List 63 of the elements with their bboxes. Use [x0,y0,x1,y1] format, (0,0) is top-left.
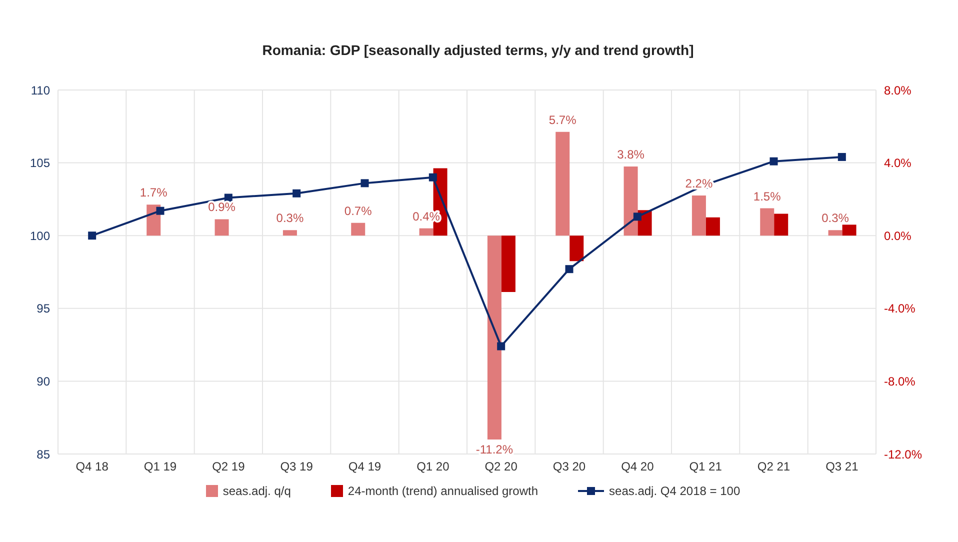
bar [487,236,502,440]
y2-tick-label: -8.0% [884,374,916,388]
point [292,189,301,198]
x-tick-label: Q2 19 [212,460,246,474]
x-tick-label: Q4 19 [348,460,382,474]
bar [556,132,570,236]
chart-title: Romania: GDP [seasonally adjusted terms, y/y and trend growth] [261,41,695,60]
point [497,342,506,350]
bar [501,236,516,292]
x-tick-label: Q3 21 [826,460,859,474]
point [88,232,96,240]
bar [760,208,774,236]
data-label: 5.7% [548,112,577,127]
y2-tick-label: 8.0% [884,83,912,98]
x-tick-label: Q2 20 [484,460,518,474]
data-label: 0.9% [208,200,236,214]
y2-tick-label: 0.0% [884,228,912,243]
y-tick-label: 100 [30,228,50,243]
legend-label: seas.adj. q/q [222,484,291,498]
point [565,265,574,274]
y-tick-label: 95 [36,302,50,316]
x-tick-label: Q3 20 [552,460,586,474]
legend-label: seas.adj. Q4 2018 = 100 [609,484,740,498]
bar [351,222,366,236]
data-label: 3.8% [617,147,645,162]
data-label: 0.7% [344,204,372,218]
data-label: 1.7% [140,186,168,200]
y-tick-label: 85 [36,447,50,462]
point [224,194,232,202]
bar [828,230,842,236]
y-tick-label: 110 [30,83,50,98]
data-label: -11.2% [476,442,514,456]
bar [774,214,788,236]
x-tick-label: Q1 20 [416,460,450,474]
bar [706,217,720,236]
y2-tick-label: 4.0% [884,156,912,170]
x-tick-label: Q1 19 [144,460,177,474]
bar [419,228,434,236]
x-tick-label: Q4 20 [621,460,654,474]
point [428,173,437,182]
x-tick-label: Q4 18 [76,460,109,474]
y2-tick-label: -12.0% [884,447,922,462]
y-tick-label: 90 [36,374,50,388]
legend-label: 24-month (trend) annualised growth [348,484,538,498]
point [156,206,164,215]
data-label: 0.3% [822,211,850,226]
data-label: 0.3% [276,211,304,226]
bar [842,224,856,236]
bar [570,236,584,262]
bar [282,230,297,236]
x-tick-label: Q2 21 [757,460,790,474]
x-tick-label: Q1 21 [689,460,722,474]
bar [624,166,638,236]
point [633,212,642,221]
point [360,179,369,188]
bar [214,219,229,236]
point [838,152,846,161]
y2-tick-label: -4.0% [884,302,916,316]
data-label: 1.5% [753,189,782,204]
point [770,157,778,166]
bar [692,196,706,236]
y-tick-label: 105 [30,156,50,170]
x-tick-label: Q3 19 [280,460,314,474]
